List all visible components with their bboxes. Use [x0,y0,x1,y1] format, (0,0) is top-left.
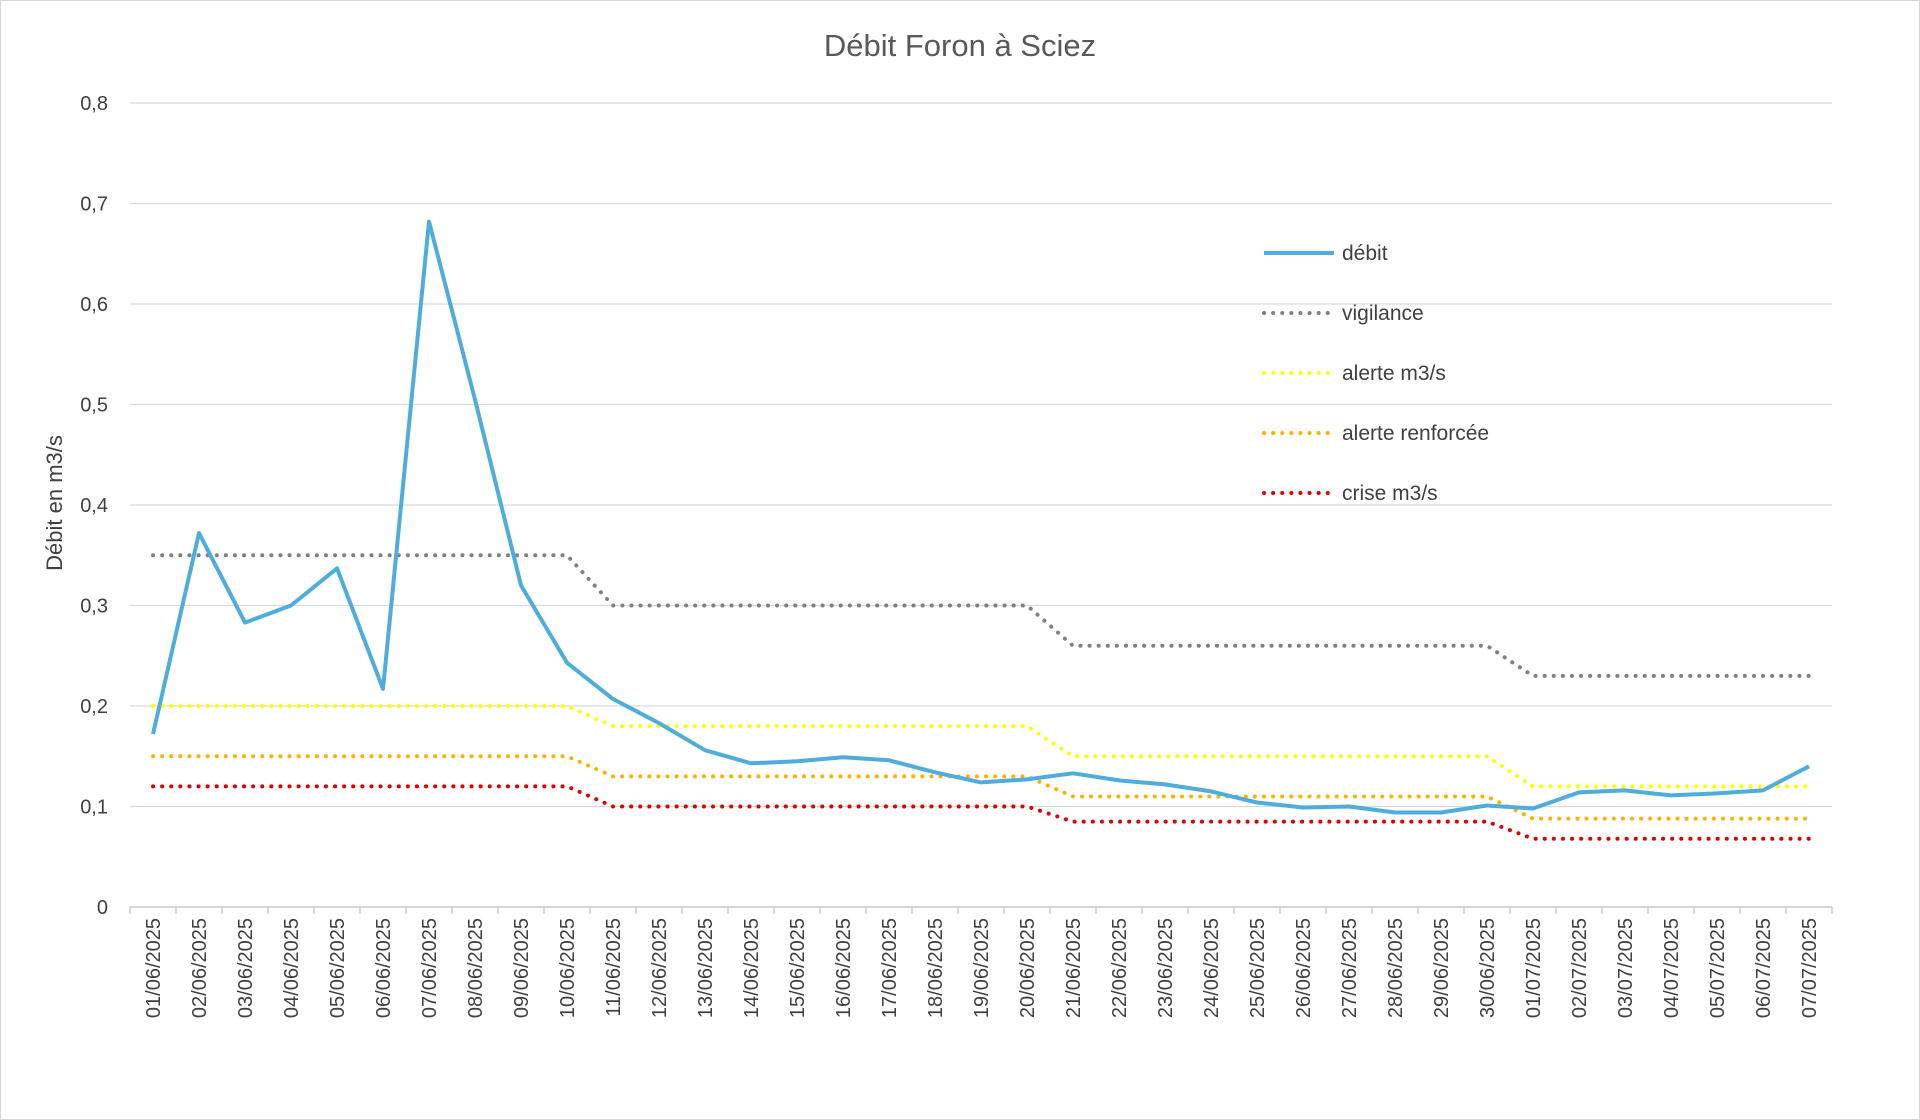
x-tick-label: 02/06/2025 [189,918,211,1018]
x-tick-label: 02/07/2025 [1569,918,1591,1018]
x-tick-label: 08/06/2025 [465,918,487,1018]
legend: débit vigilance alerte m3/s alerte renforcé… [1262,242,1489,505]
x-tick-label: 15/06/2025 [787,918,809,1018]
x-tick-label: 07/07/2025 [1799,918,1821,1018]
x-tick-label: 28/06/2025 [1385,918,1407,1018]
y-tick-label: 0,7 [80,194,108,216]
legend-label: débit [1342,242,1388,265]
x-tick-label: 14/06/2025 [741,918,763,1018]
x-tick-label: 04/07/2025 [1661,918,1683,1018]
x-tick-label: 26/06/2025 [1293,918,1315,1018]
x-tick-label: 12/06/2025 [649,918,671,1018]
x-tick-label: 03/06/2025 [235,918,257,1018]
legend-label: vigilance [1342,302,1424,325]
chart-title: Débit Foron à Sciez [824,28,1096,63]
x-tick-label: 18/06/2025 [925,918,947,1018]
series-line-4 [151,784,1811,841]
x-tick-label: 06/07/2025 [1753,918,1775,1018]
y-axis-label: Débit en m3/s [42,435,67,571]
x-tick-label: 05/06/2025 [327,918,349,1018]
series-lines [151,219,1811,841]
x-tick-label: 05/07/2025 [1707,918,1729,1018]
x-tick-label: 27/06/2025 [1339,918,1361,1018]
y-tick-label: 0,6 [80,294,108,316]
x-tick-label: 17/06/2025 [879,918,901,1018]
series-line-1 [151,553,1811,678]
y-tick-label: 0,8 [80,93,108,115]
y-tick-label: 0,3 [80,596,108,618]
legend-label: crise m3/s [1342,482,1438,505]
x-tick-label: 19/06/2025 [971,918,993,1018]
legend-label: alerte m3/s [1342,362,1446,385]
x-tick-label: 06/06/2025 [373,918,395,1018]
x-tick-label: 11/06/2025 [603,918,625,1017]
y-tick-label: 0,2 [80,696,108,718]
y-tick-label: 0,1 [80,797,108,819]
x-tick-label: 23/06/2025 [1155,918,1177,1018]
x-tick-label: 07/06/2025 [419,918,441,1018]
x-tick-label: 03/07/2025 [1615,918,1637,1018]
x-tick-label: 25/06/2025 [1247,918,1269,1018]
x-tick-label: 29/06/2025 [1431,918,1453,1018]
y-axis-ticks: 0 0,1 0,2 0,3 0,4 0,5 0,6 0,7 0,8 [80,93,108,919]
x-tick-label: 21/06/2025 [1063,918,1085,1018]
x-tick-label: 22/06/2025 [1109,918,1131,1018]
legend-label: alerte renforcée [1342,422,1489,445]
y-tick-label: 0,4 [80,495,108,517]
gridlines [130,102,1832,908]
x-axis: 01/06/2025 02/06/2025 03/06/2025 04/06/2025… [129,907,1833,1018]
x-tick-label: 01/07/2025 [1523,918,1545,1018]
x-tick-label: 04/06/2025 [281,918,303,1018]
series-line-0 [151,219,1810,815]
x-tick-label: 01/06/2025 [143,918,165,1018]
x-tick-label: 20/06/2025 [1017,918,1039,1018]
x-tick-label: 16/06/2025 [833,918,855,1018]
series-line-3 [151,754,1811,821]
x-tick-label: 09/06/2025 [511,918,533,1018]
series-line-2 [151,704,1811,789]
y-tick-label: 0,5 [80,395,108,417]
x-tick-label: 10/06/2025 [557,918,579,1018]
x-tick-label: 13/06/2025 [695,918,717,1018]
x-tick-label: 24/06/2025 [1201,918,1223,1018]
y-tick-label: 0 [97,897,108,919]
x-tick-label: 30/06/2025 [1477,918,1499,1018]
